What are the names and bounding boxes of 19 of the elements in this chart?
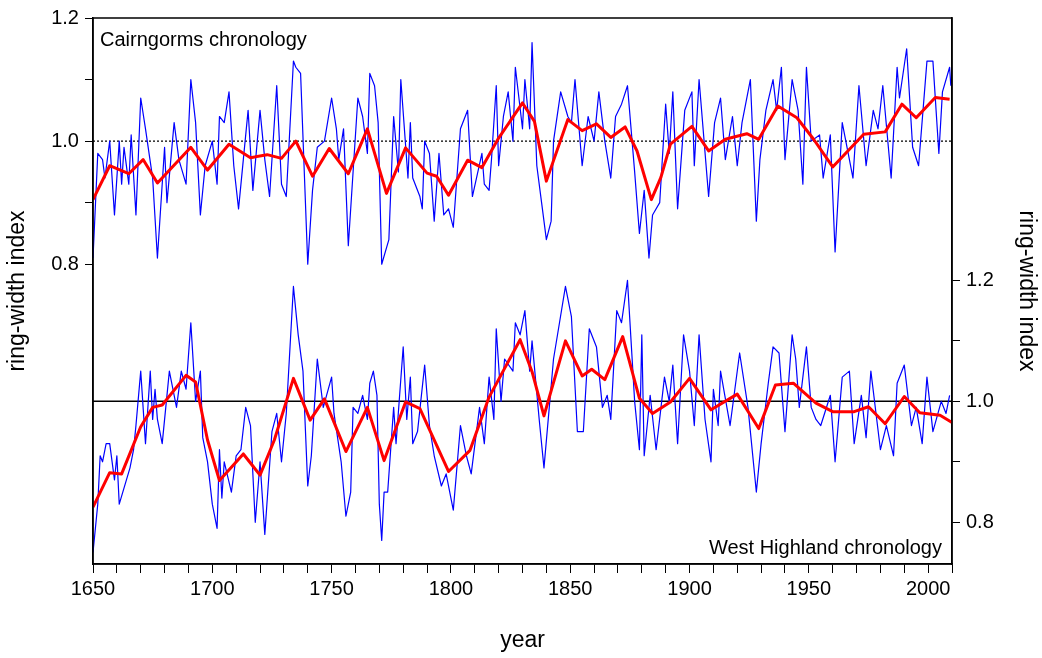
y-tick-label: 0.8 [51,251,79,274]
y2-axis-title: ring-width index [1014,210,1041,373]
y2-tick-label: 1.2 [966,267,994,290]
annotation: West Highland chronology [708,536,942,558]
x-tick-label: 1650 [70,576,116,599]
x-tick-label: 1700 [190,576,235,599]
y2-tick-label: 0.8 [966,509,994,532]
x-axis-title: year [500,625,546,652]
y-axis-title: ring-width index [3,209,30,372]
y-tick-label: 1.2 [51,5,79,28]
x-tick-label: 2000 [905,576,951,599]
y2-tick-label: 1.0 [966,388,994,411]
x-tick-label: 1850 [547,576,593,599]
annotation: Cairngorms chronology [100,28,307,50]
y-tick-label: 1.0 [51,128,79,151]
x-tick-label: 1750 [309,576,354,599]
x-tick-label: 1900 [667,576,712,599]
x-tick-label: 1800 [428,576,474,599]
x-tick-label: 1950 [786,576,832,599]
